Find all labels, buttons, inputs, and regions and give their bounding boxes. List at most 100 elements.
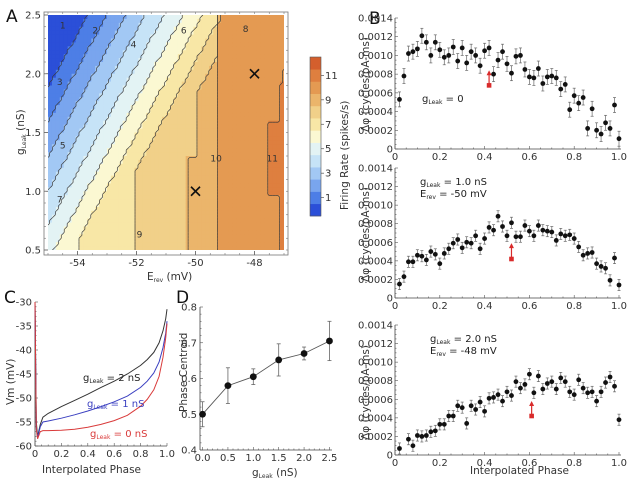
contour-cell [264, 109, 269, 114]
contour-cell [154, 89, 159, 94]
contour-cell [197, 171, 202, 177]
contour-cell [67, 34, 73, 40]
contour-cell [166, 140, 171, 145]
contour-cell [75, 187, 81, 192]
contour-cell [51, 214, 57, 220]
contour-cell [142, 140, 147, 145]
contour-cell [154, 101, 159, 106]
contour-line-segment [121, 158, 124, 161]
contour-cell [272, 46, 277, 51]
contour-cell [240, 54, 246, 59]
contour-cell [181, 179, 187, 185]
contour-cell [122, 42, 128, 47]
contour-cell [213, 15, 218, 20]
contour-cell [240, 191, 246, 196]
contour-cell [118, 54, 124, 59]
contour-cell [118, 152, 124, 157]
contour-cell [169, 195, 175, 200]
contour-cell [107, 218, 112, 224]
contour-cell [146, 140, 151, 145]
contour-cell [189, 230, 195, 235]
contour-cell [193, 26, 199, 32]
contour-cell [268, 152, 273, 157]
contour-cell [91, 242, 96, 247]
contour-cell [126, 179, 132, 185]
contour-cell [48, 50, 53, 55]
contour-line-segment [180, 52, 183, 55]
contour-cell [87, 58, 92, 63]
contour-cell [213, 77, 218, 83]
contour-cell [276, 159, 281, 165]
contour-line-segment [49, 151, 52, 154]
contour-cell [272, 65, 277, 71]
contour-cell [126, 132, 132, 138]
contour-cell [244, 234, 250, 239]
contour-cell [48, 128, 53, 134]
contour-cell [95, 93, 100, 98]
contour-cell [130, 242, 136, 247]
contour-cell [280, 69, 284, 75]
contour-cell [264, 226, 269, 232]
contour-cell [59, 171, 65, 177]
contour-cell [55, 214, 61, 220]
contour-cell [217, 101, 222, 106]
contour-cell [276, 69, 281, 75]
contour-cell [166, 132, 171, 138]
contour-cell [67, 15, 73, 20]
contour-cell [177, 163, 183, 169]
contour-cell [99, 85, 104, 91]
contour-line-segment [86, 223, 89, 226]
contour-line-segment [168, 73, 171, 76]
contour-line-segment [65, 191, 68, 193]
contour-line-segment [53, 144, 56, 146]
contour-cell [103, 89, 108, 94]
contour-cell [280, 112, 284, 118]
contour-cell [268, 62, 273, 67]
contour-cell [197, 203, 202, 208]
contour-cell [193, 22, 199, 28]
contour-line-segment [136, 167, 139, 170]
contour-cell [142, 195, 147, 200]
contour-cell [83, 42, 88, 47]
contour-cell [225, 93, 230, 98]
contour-line-segment [193, 60, 196, 63]
contour-cell [221, 210, 226, 216]
contour-cell [280, 89, 284, 94]
contour-cell [197, 199, 202, 204]
contour-cell [232, 120, 238, 126]
contour-line-segment [103, 17, 106, 20]
contour-cell [181, 85, 187, 91]
contour-cell [193, 124, 199, 130]
contour-line-segment [155, 130, 158, 133]
contour-cell [67, 163, 73, 169]
contour-cell [134, 203, 140, 208]
contour-cell [173, 144, 179, 149]
y-tick-label: 2.5 [25, 11, 41, 22]
contour-line-segment [114, 136, 117, 139]
contour-cell [173, 46, 179, 51]
contour-line-segment [90, 213, 93, 215]
contour-line-segment [63, 54, 66, 57]
contour-cell [138, 234, 143, 239]
contour-line-segment [81, 22, 84, 25]
contour-line-segment [109, 146, 112, 149]
contour-cell [268, 50, 273, 55]
contour-cell [213, 101, 218, 106]
contour-cell [99, 34, 104, 40]
contour-cell [221, 163, 226, 169]
contour-cell [63, 195, 69, 200]
contour-cell [91, 26, 96, 32]
contour-cell [83, 93, 88, 98]
contour-cell [193, 230, 199, 235]
contour-cell [134, 26, 140, 32]
contour-cell [177, 46, 183, 51]
contour-cell [63, 89, 69, 94]
contour-cell [248, 230, 254, 235]
contour-cell [150, 152, 155, 157]
contour-cell [268, 34, 273, 40]
contour-cell [55, 34, 61, 40]
contour-cell [166, 152, 171, 157]
contour-line-segment [139, 58, 142, 61]
contour-cell [213, 171, 218, 177]
contour-cell [67, 89, 73, 94]
